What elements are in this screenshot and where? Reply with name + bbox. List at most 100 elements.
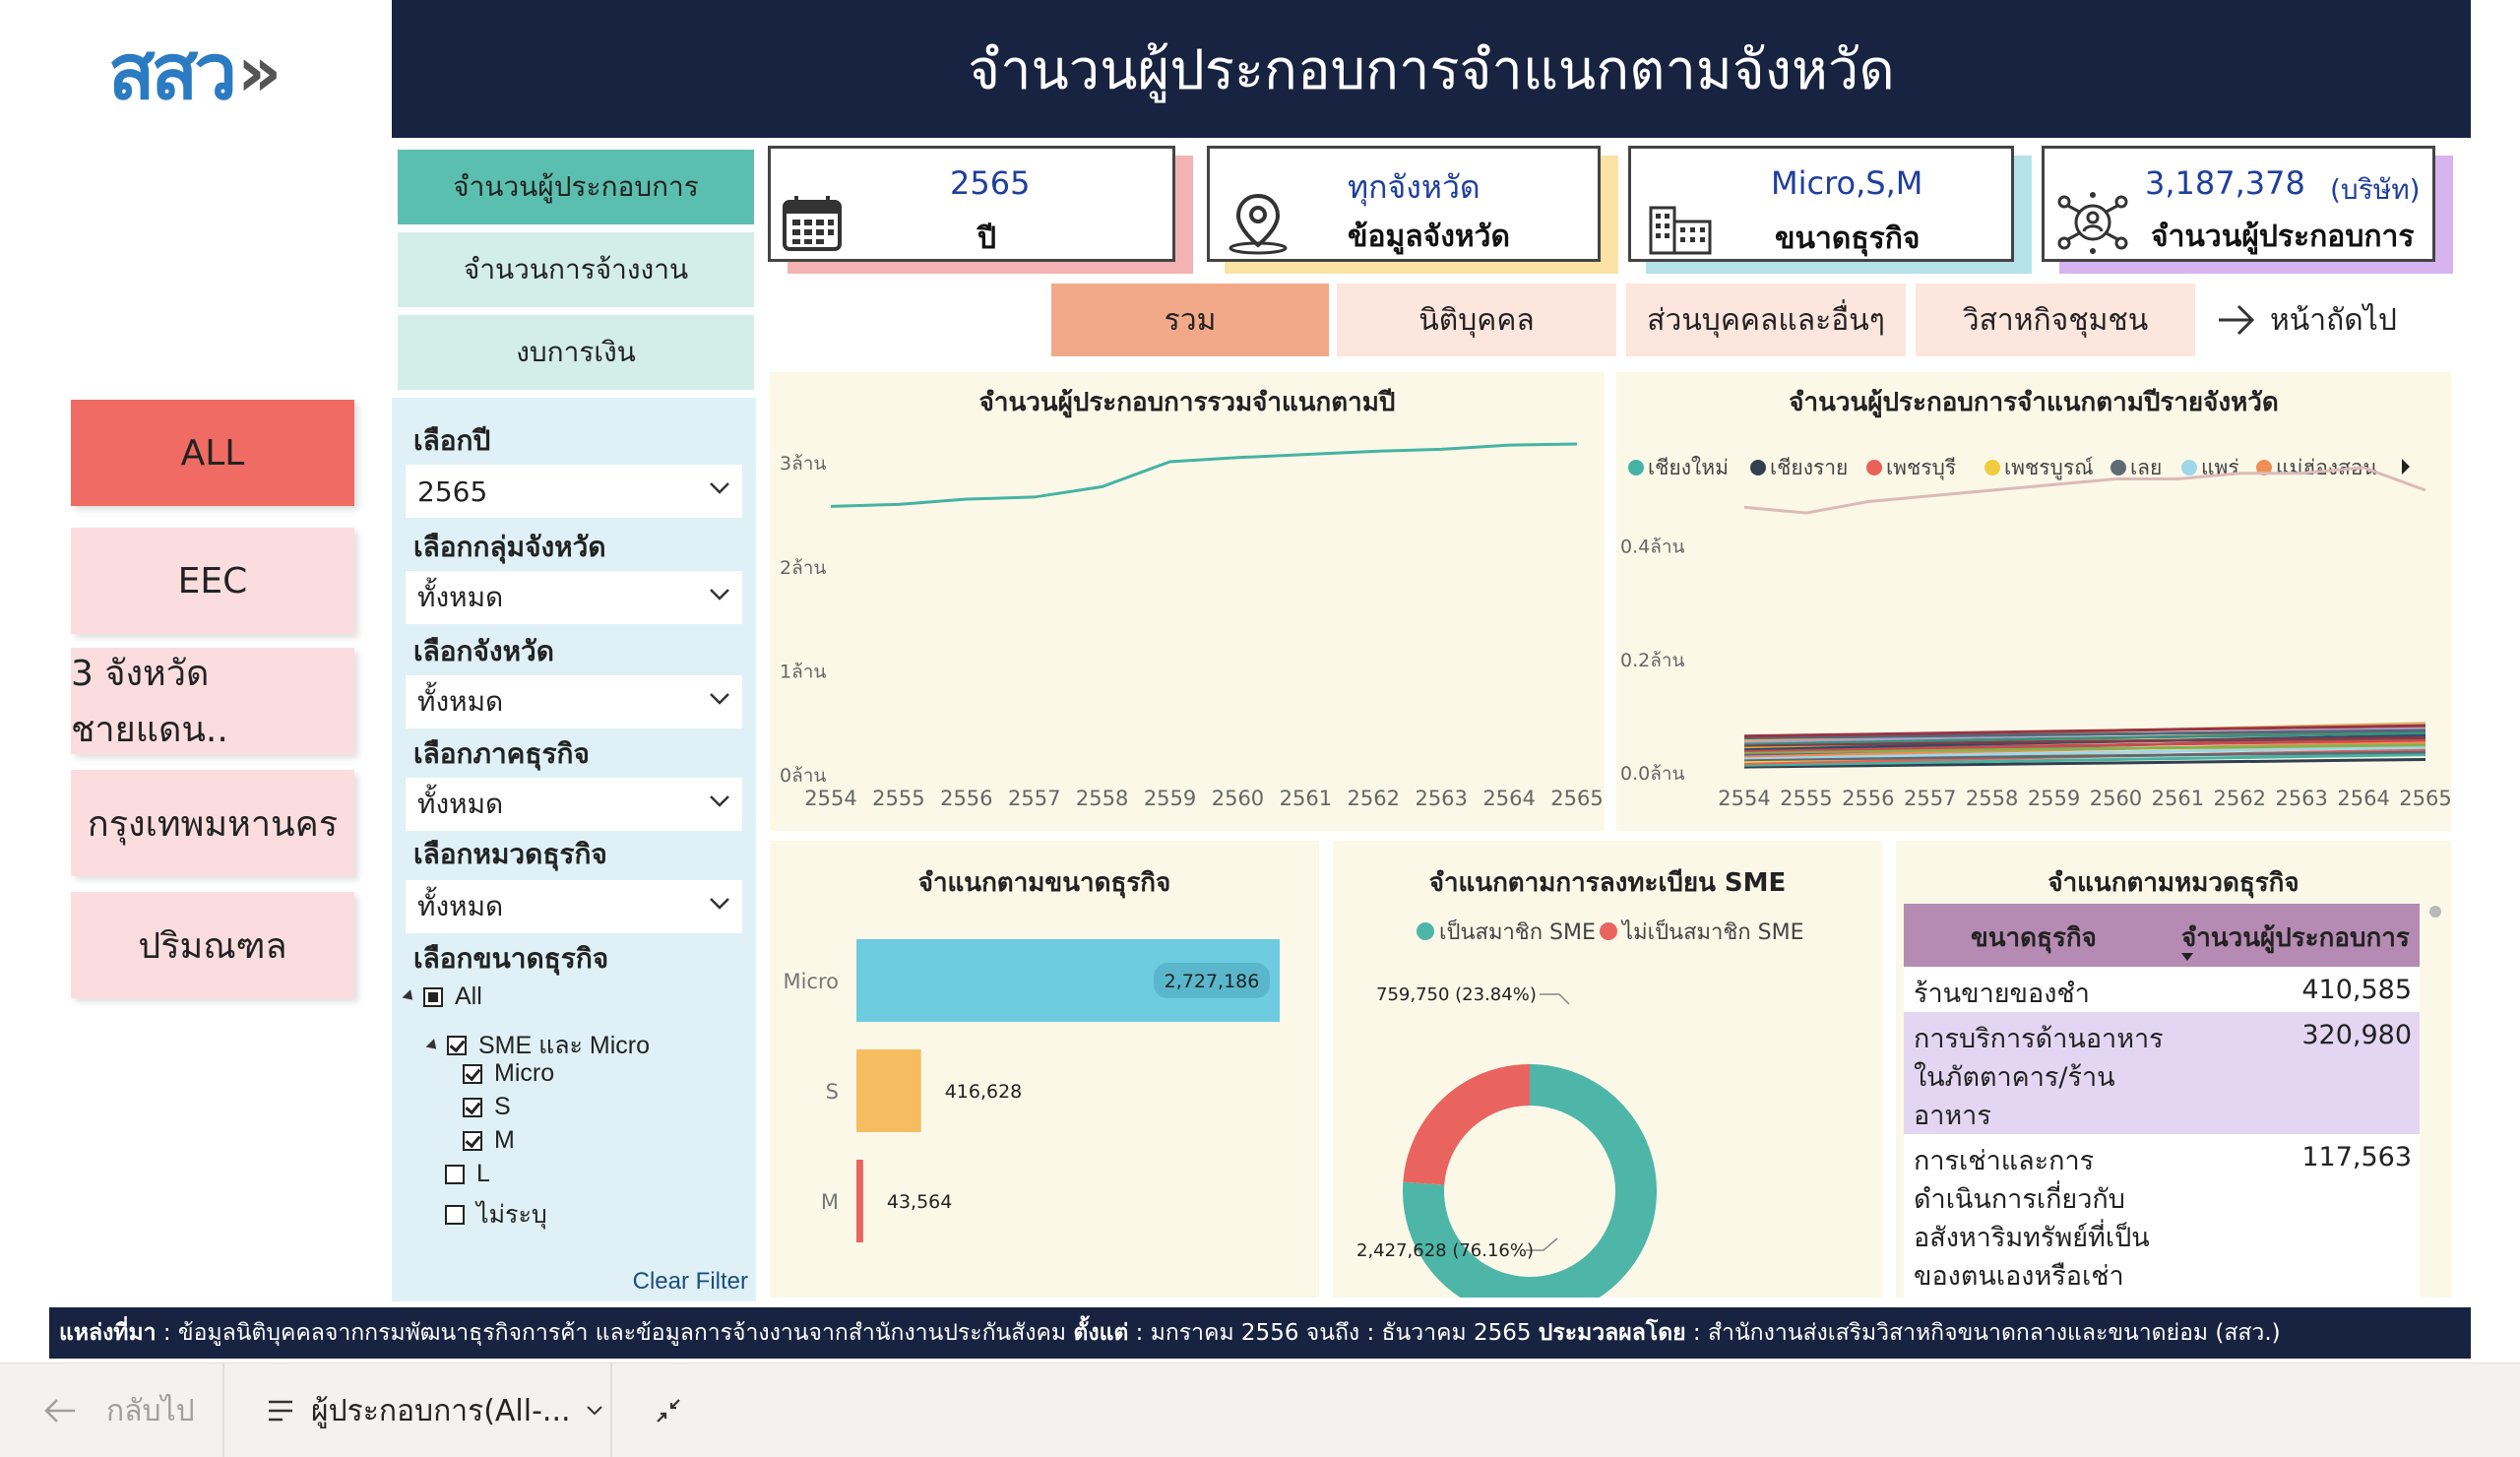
x-tick-label: 2561	[2152, 787, 2204, 810]
clear-filter-button[interactable]: Clear Filter	[632, 1268, 748, 1295]
size-option-s[interactable]: S	[463, 1093, 511, 1121]
x-tick-label: 2556	[1842, 787, 1894, 810]
menu-entrepreneurs[interactable]: จำนวนผู้ประกอบการ	[398, 150, 754, 224]
x-tick-label: 2555	[872, 787, 924, 810]
checkbox-s[interactable]	[463, 1097, 482, 1117]
legend-marker	[1750, 460, 1766, 475]
total-line-chart: 0ล้าน 1ล้าน 2ล้าน 3ล้าน 2554 2555 2556 2557 2558…	[780, 442, 1604, 810]
size-option-l-label: L	[476, 1160, 490, 1187]
bar-category-label: M	[821, 1190, 839, 1214]
province-minor-series-line	[1743, 750, 2426, 762]
leader-line	[1540, 993, 1570, 1005]
page-list-icon	[269, 1400, 292, 1422]
y-tick-label: 1ล้าน	[780, 661, 826, 682]
tab-juristic[interactable]: นิติบุคคล	[1337, 284, 1616, 356]
checkbox-m[interactable]	[463, 1130, 482, 1151]
collapse-caret-icon[interactable]	[402, 989, 417, 1004]
total-line-chart-panel: จำนวนผู้ประกอบการรวมจำแนกตามปี 0ล้าน 1ล้า…	[770, 372, 1605, 831]
region-button-border[interactable]: 3 จังหวัดชายแดน..	[71, 648, 354, 754]
legend-marker	[1984, 460, 2000, 475]
province-minor-series-line	[1743, 735, 2426, 747]
province-minor-series-line	[1743, 728, 2426, 740]
kpi-size-value: Micro,S,M	[1771, 164, 1923, 202]
tab-community[interactable]: วิสาหกิจชุมชน	[1916, 284, 2195, 356]
bar-category-label: Micro	[783, 970, 839, 993]
chevron-down-icon	[710, 693, 729, 705]
category-dropdown[interactable]: ทั้งหมด	[406, 880, 742, 933]
kpi-size-card: Micro,S,M ขนาดธุรกิจ	[1628, 146, 2014, 262]
total-series-line	[830, 442, 1578, 508]
province-line-chart: เชียงใหม่ เชียงราย เพชรบุรี เพชรบูรณ์ เลย แพร…	[1620, 456, 2451, 810]
group-filter-label: เลือกกลุ่มจังหวัด	[413, 531, 606, 563]
table-header-count[interactable]: จำนวนผู้ประกอบการ	[2181, 923, 2410, 953]
sme-donut-chart-panel: จำแนกตามการลงทะเบียน SME เป็นสมาชิก SME ไ…	[1333, 841, 1882, 1298]
size-bar-chart-title: จำแนกตามขนาดธุรกิจ	[917, 868, 1171, 898]
table-row[interactable]: การเช่าและการดำเนินการเกี่ยวกับอสังหาริม…	[1904, 1134, 2420, 1298]
size-option-sme-micro[interactable]: SME และ Micro	[425, 1026, 650, 1065]
table-cell-name: การเช่าและการดำเนินการเกี่ยวกับอสังหาริม…	[1914, 1146, 2150, 1292]
province-minor-series-line	[1743, 745, 2426, 760]
kpi-count-value: 3,187,378	[2145, 164, 2305, 202]
collapse-caret-icon[interactable]	[425, 1038, 441, 1053]
legend-next-icon	[2402, 459, 2410, 475]
tab-individual[interactable]: ส่วนบุคคลและอื่นๆ	[1626, 284, 1906, 356]
legend-label: เลย	[2130, 456, 2162, 479]
region-button-all[interactable]: ALL	[71, 400, 354, 506]
checkbox-micro[interactable]	[463, 1063, 482, 1084]
arrow-left-icon	[44, 1399, 75, 1423]
sort-desc-icon[interactable]	[2179, 951, 2195, 963]
size-option-l[interactable]: L	[445, 1160, 490, 1188]
size-bar-chart: Micro 2,727,186 S 416,628 M 43,564	[783, 939, 1280, 1242]
table-scrollbar[interactable]	[2429, 906, 2441, 918]
back-button[interactable]: กลับไป	[43, 1363, 195, 1457]
size-option-m[interactable]: M	[463, 1126, 515, 1155]
sme-logo: สสว »	[108, 28, 364, 117]
province-line-chart-panel: จำนวนผู้ประกอบการจำแนกตามปีรายจังหวัด เช…	[1616, 372, 2451, 831]
table-header-size[interactable]: ขนาดธุรกิจ	[1971, 923, 2097, 953]
size-option-unspecified[interactable]: ไม่ระบุ	[445, 1195, 547, 1235]
y-tick-label: 2ล้าน	[780, 557, 826, 579]
table-cell-name: ร้านขายของชำ	[1914, 979, 2090, 1009]
province-dropdown[interactable]: ทั้งหมด	[406, 675, 742, 728]
x-tick-label: 2560	[2090, 787, 2142, 810]
x-tick-label: 2557	[1008, 787, 1060, 810]
location-pin-icon	[1228, 193, 1288, 255]
footer-since-label: ตั้งแต่	[1073, 1320, 1129, 1346]
y-tick-label: 0.2ล้าน	[1620, 650, 1685, 671]
legend-label: เชียงราย	[1770, 456, 1848, 479]
checkbox-all[interactable]	[423, 986, 443, 1007]
fit-to-page-button[interactable]	[654, 1363, 683, 1457]
checkbox-l[interactable]	[445, 1164, 465, 1184]
sector-dropdown[interactable]: ทั้งหมด	[406, 778, 742, 831]
back-button-label: กลับไป	[106, 1393, 195, 1428]
group-dropdown[interactable]: ทั้งหมด	[406, 571, 742, 624]
table-row[interactable]: ร้านขายของชำ 410,585	[1904, 967, 2420, 1012]
tab-total[interactable]: รวม	[1051, 284, 1329, 356]
chevron-down-icon	[710, 482, 729, 494]
bar-m	[856, 1160, 863, 1242]
year-dropdown[interactable]: 2565	[406, 465, 742, 518]
table-row[interactable]: การบริการด้านอาหารในภัตตาคาร/ร้านอาหาร 3…	[1904, 1012, 2420, 1134]
bar-data-label: 43,564	[887, 1191, 952, 1213]
report-navigation-bar: กลับไป ผู้ประกอบการ(All-...	[0, 1362, 2520, 1457]
collapse-arrows-icon	[657, 1399, 680, 1423]
size-option-all[interactable]: All	[402, 982, 482, 1011]
region-button-vicinity[interactable]: ปริมณฑล	[71, 892, 354, 998]
bar-s	[856, 1049, 921, 1132]
region-button-bangkok[interactable]: กรุงเทพมหานคร	[71, 770, 354, 876]
menu-employment[interactable]: จำนวนการจ้างงาน	[398, 232, 754, 307]
next-page-button[interactable]: หน้าถัดไป	[2215, 295, 2397, 345]
legend-label: เป็นสมาชิก SME	[1439, 918, 1596, 945]
page-selector[interactable]: ผู้ประกอบการ(All-...	[266, 1363, 604, 1457]
region-button-eec[interactable]: EEC	[71, 528, 354, 634]
divider	[222, 1363, 224, 1457]
x-tick-label: 2560	[1212, 787, 1264, 810]
checkbox-unspecified[interactable]	[445, 1205, 465, 1225]
x-tick-label: 2556	[940, 787, 992, 810]
footer-source-text: : ข้อมูลนิติบุคคลจากกรมพัฒนาธุรกิจการค้า…	[156, 1320, 1074, 1346]
size-option-micro[interactable]: Micro	[463, 1059, 554, 1088]
checkbox-sme-micro[interactable]	[447, 1036, 467, 1055]
menu-financials[interactable]: งบการเงิน	[398, 315, 754, 390]
kpi-count-label: จำนวนผู้ประกอบการ	[2151, 220, 2415, 254]
legend-marker	[2110, 460, 2126, 475]
